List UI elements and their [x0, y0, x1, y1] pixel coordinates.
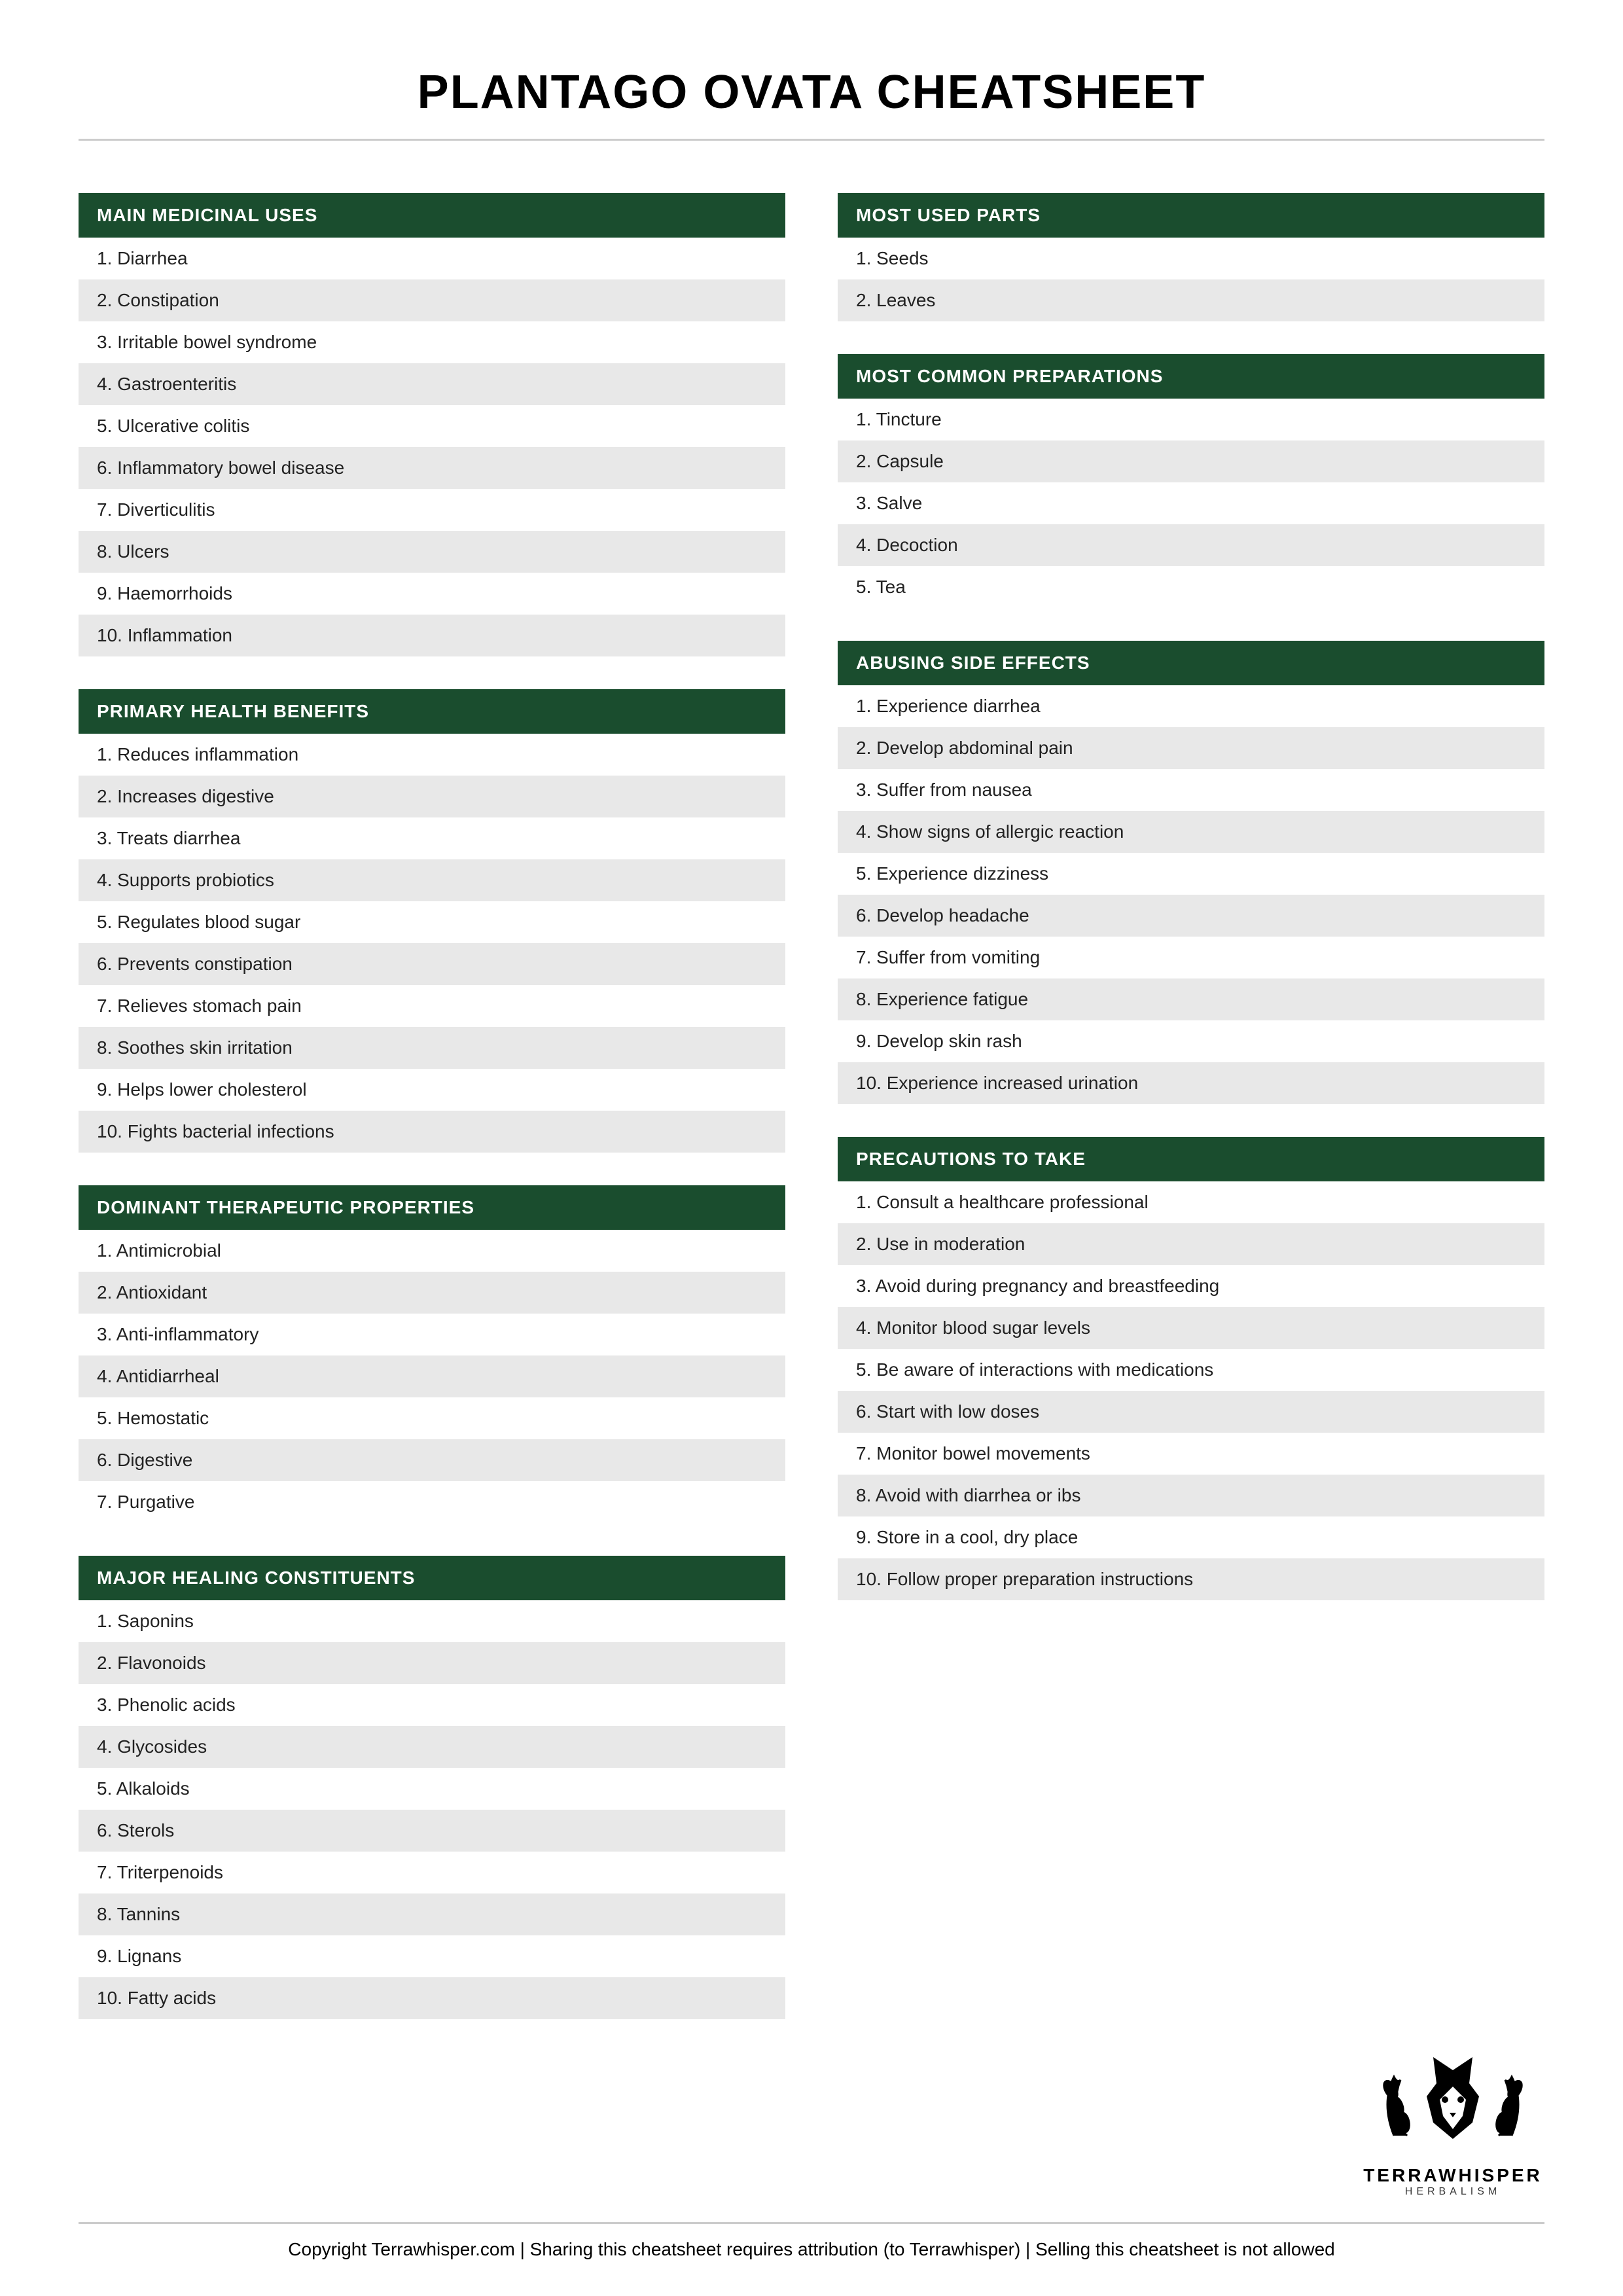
right-column: MOST USED PARTS1. Seeds2. Leaves MOST COM… [838, 193, 1544, 2052]
list-item: 6. Develop headache [838, 895, 1544, 937]
section: MAJOR HEALING CONSTITUENTS1. Saponins2. … [79, 1556, 785, 2019]
list-item: 9. Develop skin rash [838, 1020, 1544, 1062]
section-header: MOST USED PARTS [838, 193, 1544, 238]
section-header: MOST COMMON PREPARATIONS [838, 354, 1544, 399]
list-item: 6. Start with low doses [838, 1391, 1544, 1433]
list-item: 8. Avoid with diarrhea or ibs [838, 1475, 1544, 1516]
section-header: MAIN MEDICINAL USES [79, 193, 785, 238]
list-item: 4. Show signs of allergic reaction [838, 811, 1544, 853]
list-item: 10. Follow proper preparation instructio… [838, 1558, 1544, 1600]
list-item: 3. Irritable bowel syndrome [79, 321, 785, 363]
section: PRIMARY HEALTH BENEFITS1. Reduces inflam… [79, 689, 785, 1153]
list-item: 1. Consult a healthcare professional [838, 1181, 1544, 1223]
list-item: 3. Salve [838, 482, 1544, 524]
list-item: 10. Fights bacterial infections [79, 1111, 785, 1153]
list-item: 2. Antioxidant [79, 1272, 785, 1314]
list-item: 4. Glycosides [79, 1726, 785, 1768]
section-header: PRIMARY HEALTH BENEFITS [79, 689, 785, 734]
list-item: 5. Hemostatic [79, 1397, 785, 1439]
list-item: 2. Develop abdominal pain [838, 727, 1544, 769]
list-item: 5. Alkaloids [79, 1768, 785, 1810]
fox-laurel-icon [1361, 2037, 1544, 2168]
section: MAIN MEDICINAL USES1. Diarrhea2. Constip… [79, 193, 785, 656]
list-item: 1. Seeds [838, 238, 1544, 279]
section: MOST USED PARTS1. Seeds2. Leaves [838, 193, 1544, 321]
page-title: PLANTAGO OVATA CHEATSHEET [79, 65, 1544, 119]
list-item: 4. Gastroenteritis [79, 363, 785, 405]
list-item: 3. Treats diarrhea [79, 817, 785, 859]
list-item: 2. Use in moderation [838, 1223, 1544, 1265]
list-item: 4. Antidiarrheal [79, 1355, 785, 1397]
list-item: 5. Ulcerative colitis [79, 405, 785, 447]
list-item: 10. Inflammation [79, 615, 785, 656]
list-item: 9. Helps lower cholesterol [79, 1069, 785, 1111]
list-item: 10. Fatty acids [79, 1977, 785, 2019]
list-item: 7. Suffer from vomiting [838, 937, 1544, 978]
list-item: 2. Constipation [79, 279, 785, 321]
list-item: 8. Tannins [79, 1893, 785, 1935]
footer-divider [79, 2222, 1544, 2224]
list-item: 6. Digestive [79, 1439, 785, 1481]
list-item: 9. Lignans [79, 1935, 785, 1977]
list-item: 4. Supports probiotics [79, 859, 785, 901]
title-divider [79, 139, 1544, 141]
left-column: MAIN MEDICINAL USES1. Diarrhea2. Constip… [79, 193, 785, 2052]
list-item: 6. Prevents constipation [79, 943, 785, 985]
list-item: 3. Avoid during pregnancy and breastfeed… [838, 1265, 1544, 1307]
section: DOMINANT THERAPEUTIC PROPERTIES1. Antimi… [79, 1185, 785, 1523]
list-item: 6. Sterols [79, 1810, 785, 1852]
list-item: 6. Inflammatory bowel disease [79, 447, 785, 489]
columns-container: MAIN MEDICINAL USES1. Diarrhea2. Constip… [79, 193, 1544, 2052]
list-item: 5. Regulates blood sugar [79, 901, 785, 943]
list-item: 7. Purgative [79, 1481, 785, 1523]
list-item: 1. Experience diarrhea [838, 685, 1544, 727]
section: MOST COMMON PREPARATIONS1. Tincture2. Ca… [838, 354, 1544, 608]
list-item: 7. Diverticulitis [79, 489, 785, 531]
list-item: 1. Saponins [79, 1600, 785, 1642]
list-item: 7. Monitor bowel movements [838, 1433, 1544, 1475]
list-item: 9. Store in a cool, dry place [838, 1516, 1544, 1558]
list-item: 4. Monitor blood sugar levels [838, 1307, 1544, 1349]
list-item: 10. Experience increased urination [838, 1062, 1544, 1104]
list-item: 3. Suffer from nausea [838, 769, 1544, 811]
list-item: 4. Decoction [838, 524, 1544, 566]
section-header: ABUSING SIDE EFFECTS [838, 641, 1544, 685]
list-item: 1. Diarrhea [79, 238, 785, 279]
list-item: 8. Soothes skin irritation [79, 1027, 785, 1069]
list-item: 8. Experience fatigue [838, 978, 1544, 1020]
list-item: 2. Increases digestive [79, 776, 785, 817]
list-item: 9. Haemorrhoids [79, 573, 785, 615]
list-item: 1. Tincture [838, 399, 1544, 440]
list-item: 1. Antimicrobial [79, 1230, 785, 1272]
logo-brand: TERRAWHISPER [1361, 2165, 1544, 2186]
list-item: 1. Reduces inflammation [79, 734, 785, 776]
list-item: 8. Ulcers [79, 531, 785, 573]
logo: TERRAWHISPER HERBALISM [1361, 2037, 1544, 2198]
section-header: DOMINANT THERAPEUTIC PROPERTIES [79, 1185, 785, 1230]
section: ABUSING SIDE EFFECTS1. Experience diarrh… [838, 641, 1544, 1104]
section-header: PRECAUTIONS TO TAKE [838, 1137, 1544, 1181]
section-header: MAJOR HEALING CONSTITUENTS [79, 1556, 785, 1600]
list-item: 2. Flavonoids [79, 1642, 785, 1684]
list-item: 5. Experience dizziness [838, 853, 1544, 895]
list-item: 7. Relieves stomach pain [79, 985, 785, 1027]
logo-tagline: HERBALISM [1361, 2186, 1544, 2198]
list-item: 2. Capsule [838, 440, 1544, 482]
list-item: 5. Tea [838, 566, 1544, 608]
section: PRECAUTIONS TO TAKE1. Consult a healthca… [838, 1137, 1544, 1600]
list-item: 3. Anti-inflammatory [79, 1314, 785, 1355]
footer-text: Copyright Terrawhisper.com | Sharing thi… [0, 2239, 1623, 2260]
list-item: 2. Leaves [838, 279, 1544, 321]
list-item: 5. Be aware of interactions with medicat… [838, 1349, 1544, 1391]
list-item: 7. Triterpenoids [79, 1852, 785, 1893]
list-item: 3. Phenolic acids [79, 1684, 785, 1726]
